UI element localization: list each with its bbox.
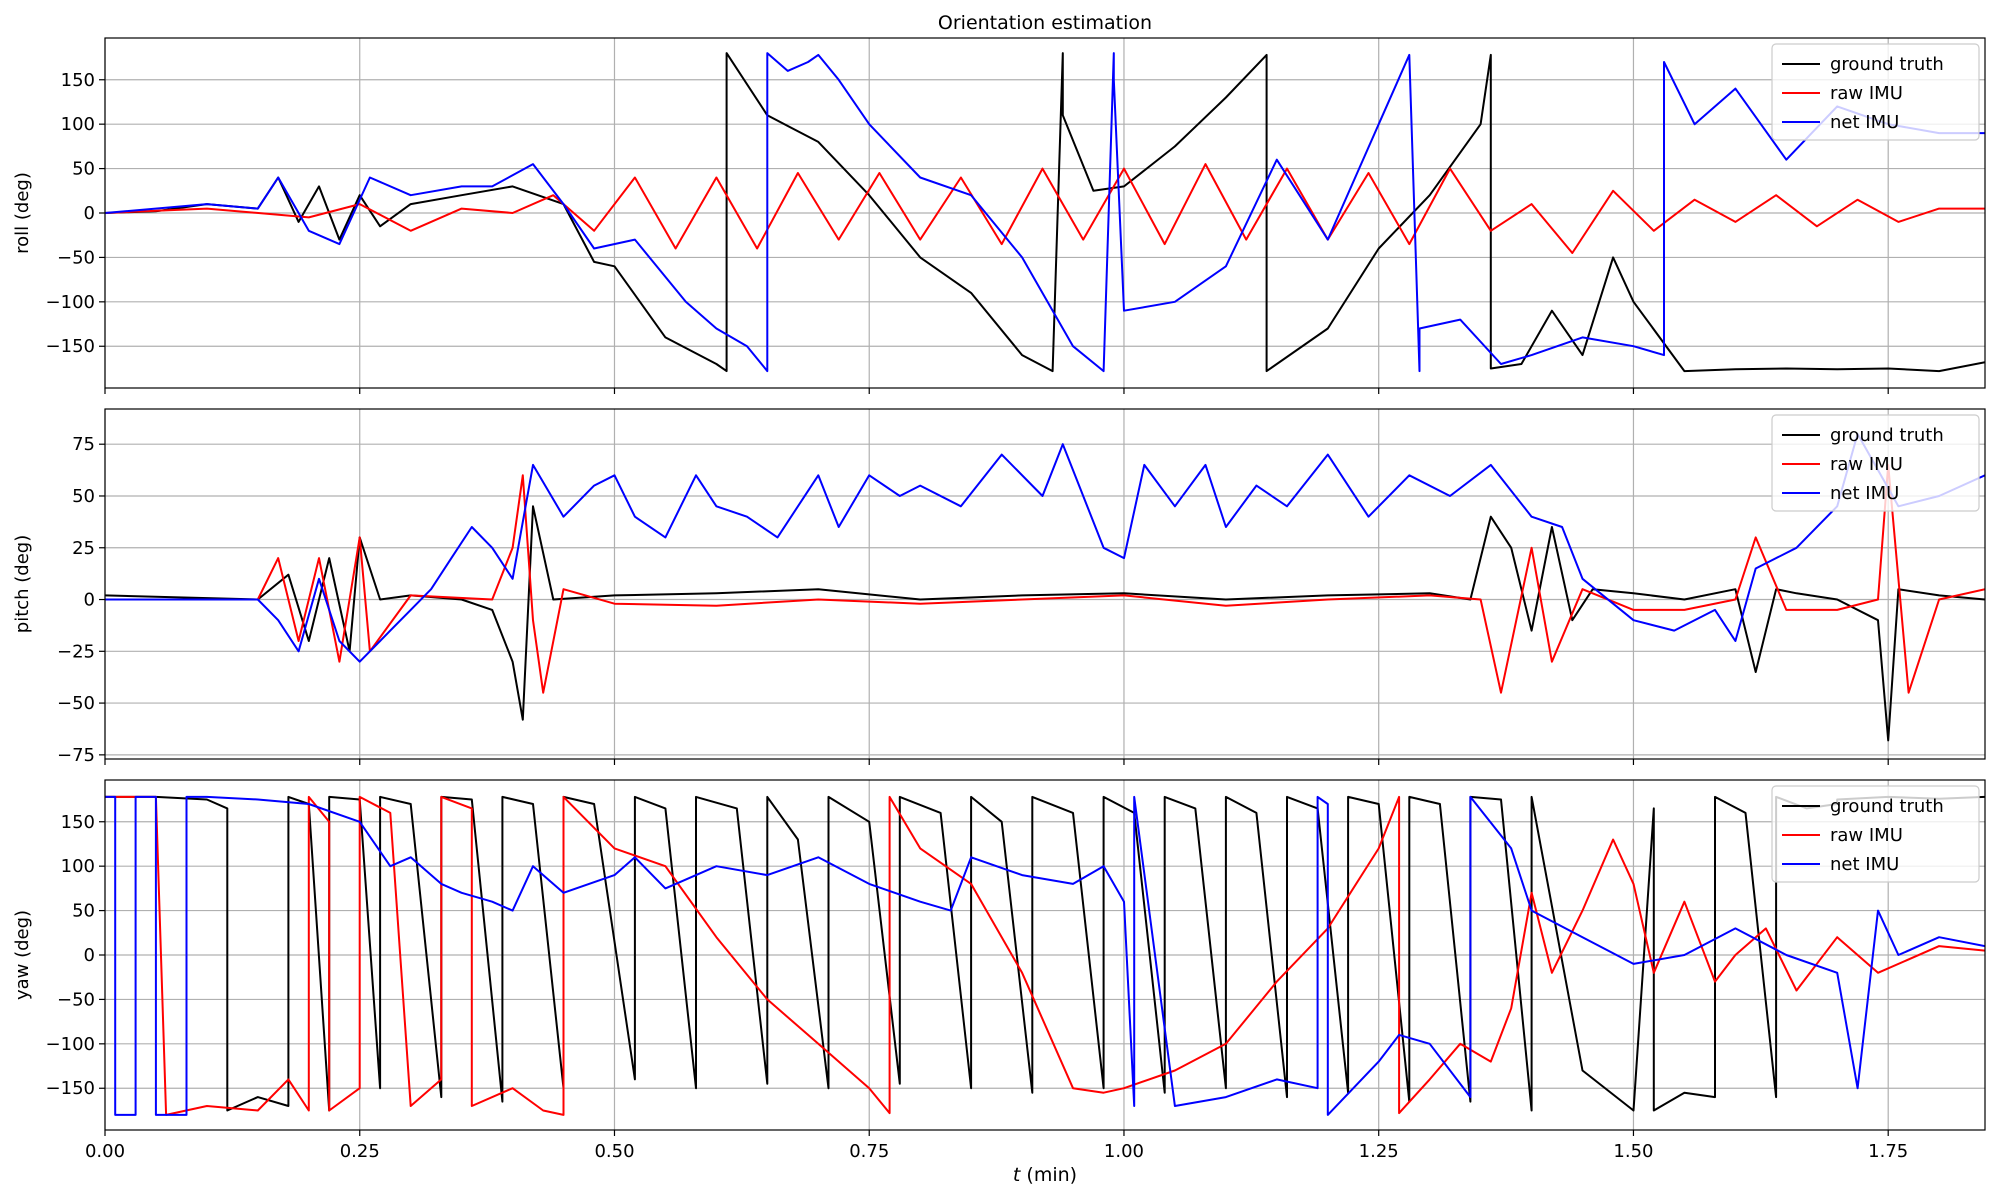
x-axis-label: t (min)	[1013, 1164, 1077, 1186]
series-line-ground-truth	[105, 795, 1985, 1112]
x-tick-label: 0.25	[340, 1141, 380, 1162]
x-tick-label: 0.50	[594, 1141, 634, 1162]
y-tick-label: 50	[72, 159, 95, 180]
legend-box	[1771, 43, 1980, 141]
panels-layer: −150 −100 −50 0 50 100 150 roll (deg) ground tru…	[12, 37, 1986, 1162]
y-tick-label: −50	[57, 693, 95, 714]
legend: ground truth raw IMU net IMU	[1771, 43, 1980, 141]
y-tick-label: 100	[61, 856, 95, 877]
panel-0: −150 −100 −50 0 50 100 150 roll (deg) ground tru…	[12, 37, 1986, 394]
y-tick-label: −100	[46, 292, 95, 313]
legend: ground truth raw IMU net IMU	[1771, 785, 1980, 883]
legend-box	[1771, 785, 1980, 883]
series-line-net-imu	[105, 52, 1985, 373]
grid	[104, 38, 1985, 388]
series-line-ground-truth	[105, 505, 1985, 742]
y-tick-label: −150	[46, 336, 95, 357]
y-tick-label: 50	[72, 901, 95, 922]
series-line-raw-imu	[105, 163, 1985, 254]
legend-label: raw IMU	[1830, 454, 1903, 475]
series-line-net-imu	[105, 432, 1985, 663]
y-tick-label: −50	[57, 247, 95, 268]
axes-frame	[104, 408, 1986, 760]
x-axis-label-italic: t	[1013, 1164, 1022, 1186]
y-axis-label: yaw (deg)	[12, 910, 33, 1000]
y-tick-label: −50	[57, 989, 95, 1010]
y-tick-label: −25	[57, 641, 95, 662]
y-tick-label: 75	[72, 434, 95, 455]
x-axis-label-unit: (min)	[1020, 1164, 1077, 1186]
legend-label: raw IMU	[1830, 83, 1903, 104]
y-tick-label: −150	[46, 1078, 95, 1099]
y-tick-label: 100	[61, 114, 95, 135]
y-tick-label: 150	[61, 812, 95, 833]
y-tick-label: 0	[84, 203, 95, 224]
grid	[104, 409, 1985, 759]
y-tick-label: 150	[61, 70, 95, 91]
series-line-raw-imu	[105, 463, 1985, 694]
y-tick-label: 0	[84, 590, 95, 611]
y-tick-label: 0	[84, 945, 95, 966]
series-line-ground-truth	[105, 52, 1985, 373]
legend-label: net IMU	[1830, 112, 1899, 133]
x-tick-label: 1.75	[1868, 1141, 1908, 1162]
legend-label: ground truth	[1830, 425, 1944, 446]
series-group	[105, 432, 1985, 742]
panel-1: −75 −50 −25 0 25 50 75 pitch (deg) ground truth r…	[12, 408, 1986, 766]
series-group	[105, 795, 1985, 1116]
legend-label: raw IMU	[1830, 825, 1903, 846]
x-tick-label: 0.75	[849, 1141, 889, 1162]
y-tick-label: −75	[57, 745, 95, 766]
y-tick-label: −100	[46, 1034, 95, 1055]
chart-title: Orientation estimation	[938, 12, 1152, 34]
legend-label: net IMU	[1830, 483, 1899, 504]
legend-label: net IMU	[1830, 854, 1899, 875]
x-tick-label: 1.00	[1104, 1141, 1144, 1162]
x-tick-label: 0.00	[85, 1141, 125, 1162]
x-tick-label: 1.50	[1613, 1141, 1653, 1162]
series-line-net-imu	[105, 795, 1985, 1116]
x-tick-label: 1.25	[1359, 1141, 1399, 1162]
y-axis-label: pitch (deg)	[12, 535, 33, 633]
y-tick-label: 25	[72, 538, 95, 559]
legend-label: ground truth	[1830, 54, 1944, 75]
panel-2: 0.00 0.25 0.50 0.75 1.00 1.25 1.50 1.75 −150 −100…	[12, 779, 1986, 1162]
legend: ground truth raw IMU net IMU	[1771, 414, 1980, 512]
y-tick-label: 50	[72, 486, 95, 507]
y-axis-label: roll (deg)	[12, 172, 33, 254]
series-line-raw-imu	[105, 795, 1985, 1116]
legend-box	[1771, 414, 1980, 512]
legend-label: ground truth	[1830, 796, 1944, 817]
series-group	[105, 52, 1985, 373]
